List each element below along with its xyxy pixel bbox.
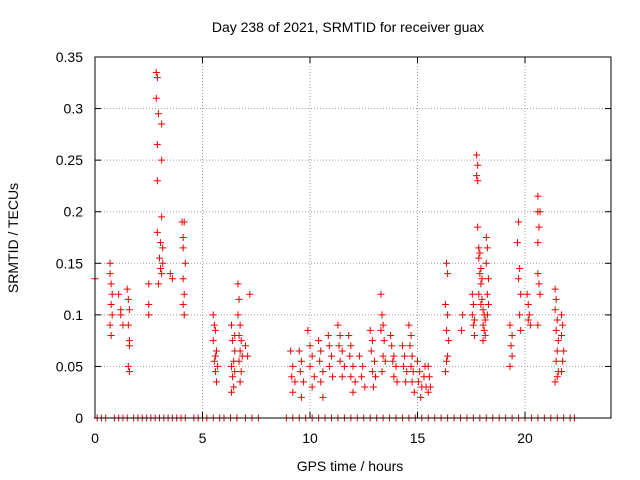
chart-title: Day 238 of 2021, SRMTID for receiver gua… [212,19,484,35]
x-axis-label: GPS time / hours [297,458,404,474]
y-tick-label: 0.15 [56,255,83,271]
y-tick-label: 0.25 [56,152,83,168]
y-axis-label: SRMTID / TECUs [5,183,21,293]
x-tick-label: 15 [410,430,426,446]
chart-background [0,0,640,480]
x-tick-label: 20 [517,430,533,446]
y-tick-label: 0.1 [64,307,84,323]
y-tick-label: 0 [75,410,83,426]
y-tick-label: 0.3 [64,101,84,117]
y-tick-label: 0.2 [64,204,84,220]
x-tick-label: 0 [91,430,99,446]
x-tick-label: 5 [199,430,207,446]
srmtid-chart: 0 5 10 15 20 0 0.05 0.1 0.15 0.2 0.25 0.3 0.35 Day 2… [0,0,640,480]
x-tick-label: 10 [302,430,318,446]
y-tick-label: 0.35 [56,49,83,65]
y-tick-label: 0.05 [56,358,83,374]
